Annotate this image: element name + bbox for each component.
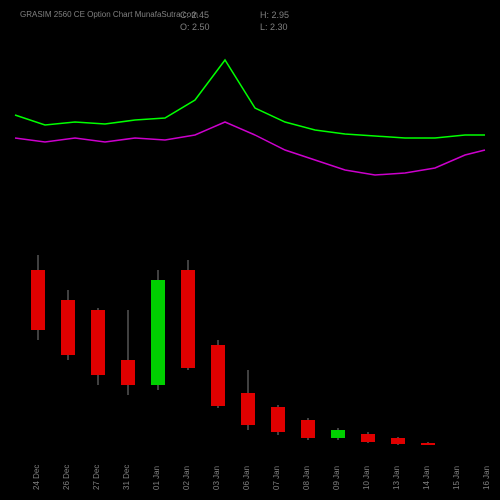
x-axis-label: 10 Jan — [362, 450, 371, 490]
candle — [91, 310, 105, 375]
x-axis-label: 03 Jan — [212, 450, 221, 490]
candle — [151, 280, 165, 385]
ohlc-open: O: 2.50 — [180, 22, 210, 32]
candle — [361, 434, 375, 442]
x-axis-label: 06 Jan — [242, 450, 251, 490]
x-axis-label: 13 Jan — [392, 450, 401, 490]
x-axis-label: 09 Jan — [332, 450, 341, 490]
x-axis-label: 16 Jan — [482, 450, 491, 490]
x-axis-label: 07 Jan — [272, 450, 281, 490]
ohlc-high: H: 2.95 — [260, 10, 289, 20]
x-axis-label: 26 Dec — [62, 450, 71, 490]
candle — [211, 345, 225, 406]
candle — [391, 438, 405, 444]
x-axis-label: 01 Jan — [152, 450, 161, 490]
x-axis-label: 02 Jan — [182, 450, 191, 490]
x-axis-label: 24 Dec — [32, 450, 41, 490]
candle — [61, 300, 75, 355]
ohlc-low: L: 2.30 — [260, 22, 289, 32]
x-axis-label: 14 Jan — [422, 450, 431, 490]
candle — [241, 393, 255, 425]
x-axis-label: 08 Jan — [302, 450, 311, 490]
candle — [181, 270, 195, 368]
x-axis-label: 15 Jan — [452, 450, 461, 490]
candle — [301, 420, 315, 438]
candle — [121, 360, 135, 385]
x-axis-label: 27 Dec — [92, 450, 101, 490]
x-axis: 24 Dec 26 Dec 27 Dec 31 Dec 01 Jan 02 Jan 03 J… — [15, 450, 485, 500]
x-axis-label: 31 Dec — [122, 450, 131, 490]
candle — [421, 443, 435, 445]
ohlc-close: C: 2.45 — [180, 10, 210, 20]
indicator-line-1 — [15, 60, 485, 138]
candle — [331, 430, 345, 438]
price-chart — [15, 50, 485, 450]
candle — [271, 407, 285, 432]
chart-title: GRASIM 2560 CE Option Chart MunafaSutra.… — [20, 10, 198, 19]
indicator-line-2 — [15, 122, 485, 175]
candle — [31, 270, 45, 330]
